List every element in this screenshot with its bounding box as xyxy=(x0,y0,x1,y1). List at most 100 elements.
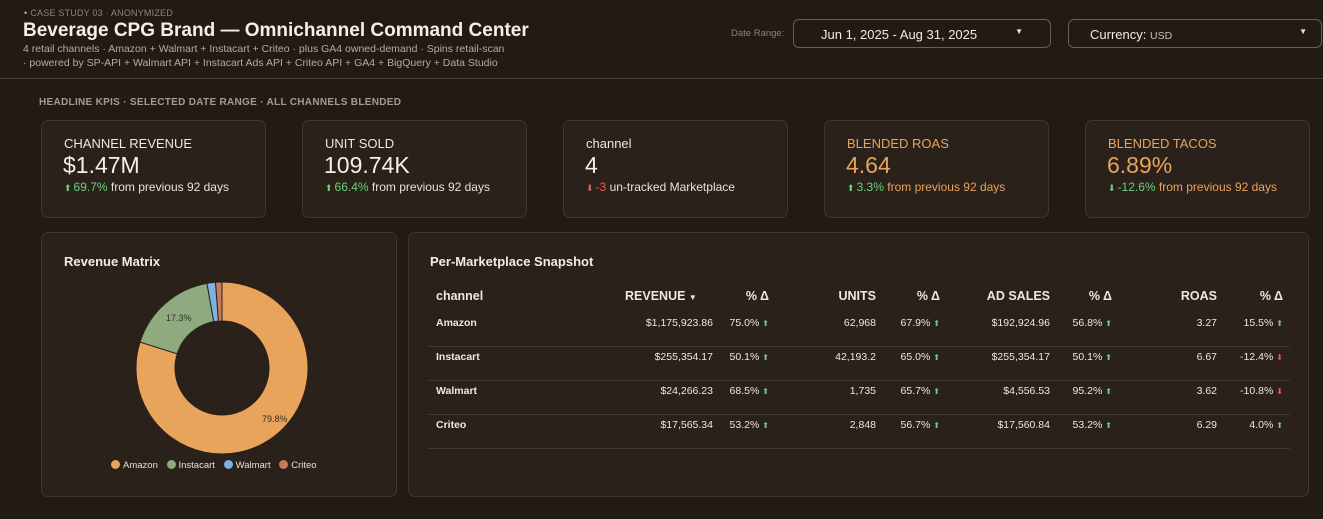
marketplace-snapshot-panel: Per-Marketplace Snapshot channel REVENUE… xyxy=(408,232,1309,497)
cell-roas: 3.27 xyxy=(1197,317,1217,329)
cell-pct-roas: 4.0% ⬆ xyxy=(1249,419,1283,431)
arrow-up-icon: ⬆ xyxy=(1105,421,1112,430)
arrow-up-icon: ⬆ xyxy=(64,183,72,193)
arrow-up-icon: ⬆ xyxy=(762,387,769,396)
legend-label: Walmart xyxy=(235,460,271,471)
chart-legend: Amazon Instacart Walmart Criteo xyxy=(111,460,323,471)
revenue-matrix-title: Revenue Matrix xyxy=(64,254,161,269)
kpi-value: 6.89% xyxy=(1107,152,1173,178)
cell-pct-units-text: 65.7% xyxy=(900,385,931,397)
cell-ad-sales: $4,556.53 xyxy=(1003,385,1050,397)
cell-pct-revenue: 50.1% ⬆ xyxy=(730,351,769,363)
cell-ad-sales-text: $17,560.84 xyxy=(997,419,1050,431)
arrow-up-icon: ⬆ xyxy=(325,183,333,193)
table-row[interactable]: Instacart $255,354.17 50.1% ⬆ 42,193.2 65.0% ⬆… xyxy=(428,347,1290,381)
kpi-delta: ⬇ -12.6% from previous 92 days xyxy=(1108,180,1277,194)
legend-item-instacart[interactable]: Instacart xyxy=(166,460,215,471)
arrow-up-icon: ⬆ xyxy=(762,421,769,430)
cell-units: 42,193.2 xyxy=(835,351,876,363)
kpi-value: 4.64 xyxy=(846,152,891,178)
legend-item-walmart[interactable]: Walmart xyxy=(223,460,271,471)
donut-slice-amazon[interactable] xyxy=(135,281,309,455)
kpi-value: 4 xyxy=(585,152,598,178)
col-header-pct-units[interactable]: % Δ xyxy=(916,289,940,303)
cell-ad-sales: $192,924.96 xyxy=(992,317,1050,329)
cell-pct-revenue: 68.5% ⬆ xyxy=(730,385,769,397)
cell-revenue: $1,175,923.86 xyxy=(646,317,713,329)
chevron-down-icon: ▼ xyxy=(1015,27,1023,36)
cell-pct-units: 65.7% ⬆ xyxy=(901,385,940,397)
page-subtitle-sources: · powered by SP-API + Walmart API + Inst… xyxy=(23,57,498,69)
cell-pct-roas: -10.8% ⬇ xyxy=(1240,385,1283,397)
cell-units: 62,968 xyxy=(844,317,876,329)
currency-dropdown[interactable]: Currency: USD ▼ xyxy=(1068,19,1322,48)
arrow-down-icon: ⬇ xyxy=(1276,387,1283,396)
kpi-card-units-sold: UNIT SOLD 109.74K ⬆ 66.4% from previous 9… xyxy=(302,120,527,218)
cell-pct-revenue-text: 50.1% xyxy=(729,351,760,363)
col-header-channel[interactable]: channel xyxy=(436,289,484,303)
donut-slice-criteo[interactable] xyxy=(214,281,223,322)
col-header-revenue-label: REVENUE xyxy=(625,289,686,303)
arrow-up-icon: ⬆ xyxy=(933,353,940,362)
col-header-pct-roas[interactable]: % Δ xyxy=(1259,289,1283,303)
col-header-pct-revenue[interactable]: % Δ xyxy=(745,289,769,303)
arrow-down-icon: ⬇ xyxy=(1108,183,1116,193)
legend-item-amazon[interactable]: Amazon xyxy=(111,460,158,471)
cell-revenue-text: $17,565.34 xyxy=(660,419,713,431)
date-range-value: Jun 1, 2025 - Aug 31, 2025 xyxy=(821,27,978,42)
eyebrow-text: CASE STUDY 03 · ANONYMIZED xyxy=(30,8,173,18)
col-header-revenue[interactable]: REVENUE ▼ xyxy=(625,289,697,303)
revenue-donut-chart: 79.8% 17.3% xyxy=(135,281,309,455)
legend-label: Amazon xyxy=(123,460,158,471)
cell-pct-roas: 15.5% ⬆ xyxy=(1244,317,1283,329)
kpi-label: BLENDED ROAS xyxy=(847,136,949,151)
kpi-section-title: HEADLINE KPIS · SELECTED DATE RANGE · AL… xyxy=(39,97,402,108)
kpi-delta-text: un-tracked Marketplace xyxy=(609,180,735,194)
currency-label: Currency: xyxy=(1090,27,1147,42)
cell-channel-text: Instacart xyxy=(436,351,480,363)
legend-item-criteo[interactable]: Criteo xyxy=(279,460,317,471)
col-header-ad-sales[interactable]: AD SALES xyxy=(986,289,1050,303)
snapshot-title: Per-Marketplace Snapshot xyxy=(430,254,594,269)
cell-pct-ad-sales: 50.1% ⬆ xyxy=(1073,351,1112,363)
currency-value: USD xyxy=(1149,30,1173,42)
cell-units: 1,735 xyxy=(850,385,876,397)
arrow-up-icon: ⬆ xyxy=(1105,387,1112,396)
kpi-card-blended-tacos: BLENDED TACOS 6.89% ⬇ -12.6% from previou… xyxy=(1085,120,1310,218)
col-header-roas[interactable]: ROAS xyxy=(1180,289,1217,303)
legend-label: Criteo xyxy=(291,460,317,471)
col-header-units[interactable]: UNITS xyxy=(838,289,877,303)
cell-channel-text: Criteo xyxy=(436,419,467,431)
legend-label: Instacart xyxy=(178,460,215,471)
date-range-dropdown[interactable]: Jun 1, 2025 - Aug 31, 2025 ▼ xyxy=(793,19,1051,48)
kpi-delta-text: from previous 92 days xyxy=(110,180,229,194)
col-header-pct-ad-sales[interactable]: % Δ xyxy=(1088,289,1112,303)
case-study-eyebrow: • CASE STUDY 03 · ANONYMIZED xyxy=(24,8,173,18)
cell-ad-sales-text: $255,354.17 xyxy=(991,351,1050,363)
arrow-down-icon: ⬇ xyxy=(1276,353,1283,362)
currency-text: Currency: USD xyxy=(1090,27,1172,42)
kpi-value: 109.74K xyxy=(324,152,410,178)
kpi-label: channel xyxy=(586,136,632,151)
cell-pct-revenue-text: 68.5% xyxy=(729,385,760,397)
cell-units-text: 2,848 xyxy=(849,419,876,431)
table-row[interactable]: Walmart $24,266.23 68.5% ⬆ 1,735 65.7% ⬆ $4,556… xyxy=(428,381,1290,415)
cell-revenue: $17,565.34 xyxy=(660,419,713,431)
kpi-label: UNIT SOLD xyxy=(325,136,395,151)
cell-pct-ad-sales-text: 50.1% xyxy=(1072,351,1103,363)
cell-revenue: $255,354.17 xyxy=(655,351,713,363)
kpi-label: CHANNEL REVENUE xyxy=(64,136,193,151)
kpi-delta: ⬆ 69.7% from previous 92 days xyxy=(64,180,229,194)
cell-ad-sales: $17,560.84 xyxy=(997,419,1050,431)
cell-pct-ad-sales-text: 56.8% xyxy=(1072,317,1103,329)
table-row[interactable]: Criteo $17,565.34 53.2% ⬆ 2,848 56.7% ⬆ $17,560… xyxy=(428,415,1290,449)
cell-channel-text: Walmart xyxy=(436,385,478,397)
arrow-up-icon: ⬆ xyxy=(1105,353,1112,362)
date-range-label: Date Range: xyxy=(731,28,785,39)
table-row[interactable]: Amazon $1,175,923.86 75.0% ⬆ 62,968 67.9% ⬆ $19… xyxy=(428,313,1290,347)
cell-channel: Criteo xyxy=(436,419,466,431)
arrow-up-icon: ⬆ xyxy=(1276,421,1283,430)
cell-roas-text: 3.27 xyxy=(1196,317,1217,329)
kpi-delta-text: from previous 92 days xyxy=(1158,180,1277,194)
cell-pct-ad-sales-text: 53.2% xyxy=(1072,419,1103,431)
